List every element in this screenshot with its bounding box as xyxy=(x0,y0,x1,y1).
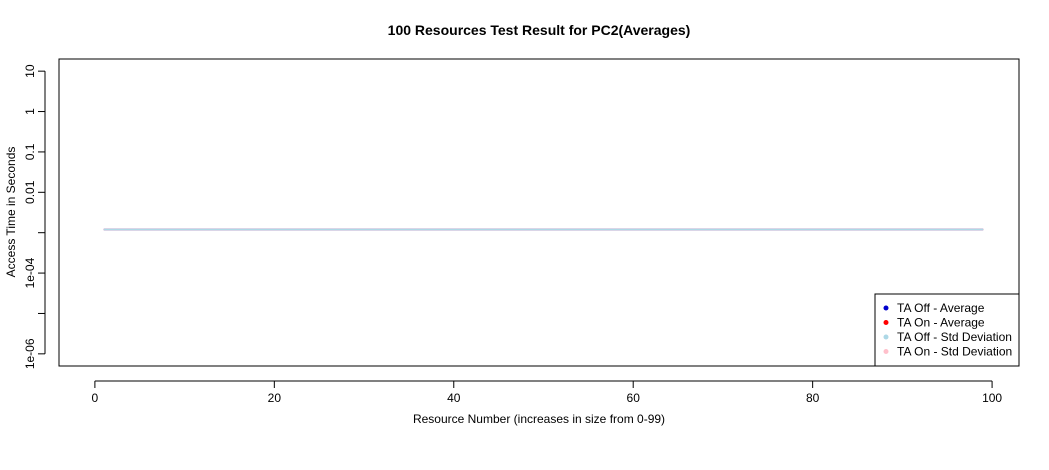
legend-entry: TA On - Average xyxy=(897,316,985,330)
x-axis: 0 20 40 60 80 100 xyxy=(92,380,1002,405)
legend-box xyxy=(874,293,1020,367)
y-axis: 1e-06 1e-04 0.01 0.1 1 10 xyxy=(23,64,46,369)
y-tick-label: 0.1 xyxy=(23,143,37,160)
plot-frame xyxy=(58,58,1020,367)
y-tick-label: 1e-04 xyxy=(23,257,37,288)
legend-entry: TA Off - Average xyxy=(897,301,985,315)
x-tick-label: 80 xyxy=(806,391,820,405)
x-tick-label: 40 xyxy=(447,391,461,405)
legend-marker xyxy=(883,320,889,325)
y-axis-label: Access Time in Seconds xyxy=(4,147,18,278)
legend-entry: TA Off - Std Deviation xyxy=(897,330,1012,344)
legend-entry: TA On - Std Deviation xyxy=(897,345,1012,359)
y-tick-label: 10 xyxy=(23,64,37,78)
legend-marker xyxy=(883,305,889,311)
chart-title: 100 Resources Test Result for PC2(Averag… xyxy=(388,22,691,38)
legend-marker xyxy=(883,334,889,340)
legend-marker xyxy=(883,349,889,354)
x-tick-label: 20 xyxy=(268,391,282,405)
y-tick-label: 1 xyxy=(23,108,37,115)
x-axis-label: Resource Number (increases in size from … xyxy=(413,412,665,426)
y-tick-label: 0.01 xyxy=(23,180,37,204)
x-tick-label: 60 xyxy=(627,391,641,405)
y-tick-label: 1e-06 xyxy=(23,338,37,369)
x-tick-label: 0 xyxy=(92,391,99,405)
x-tick-label: 100 xyxy=(982,391,1002,405)
